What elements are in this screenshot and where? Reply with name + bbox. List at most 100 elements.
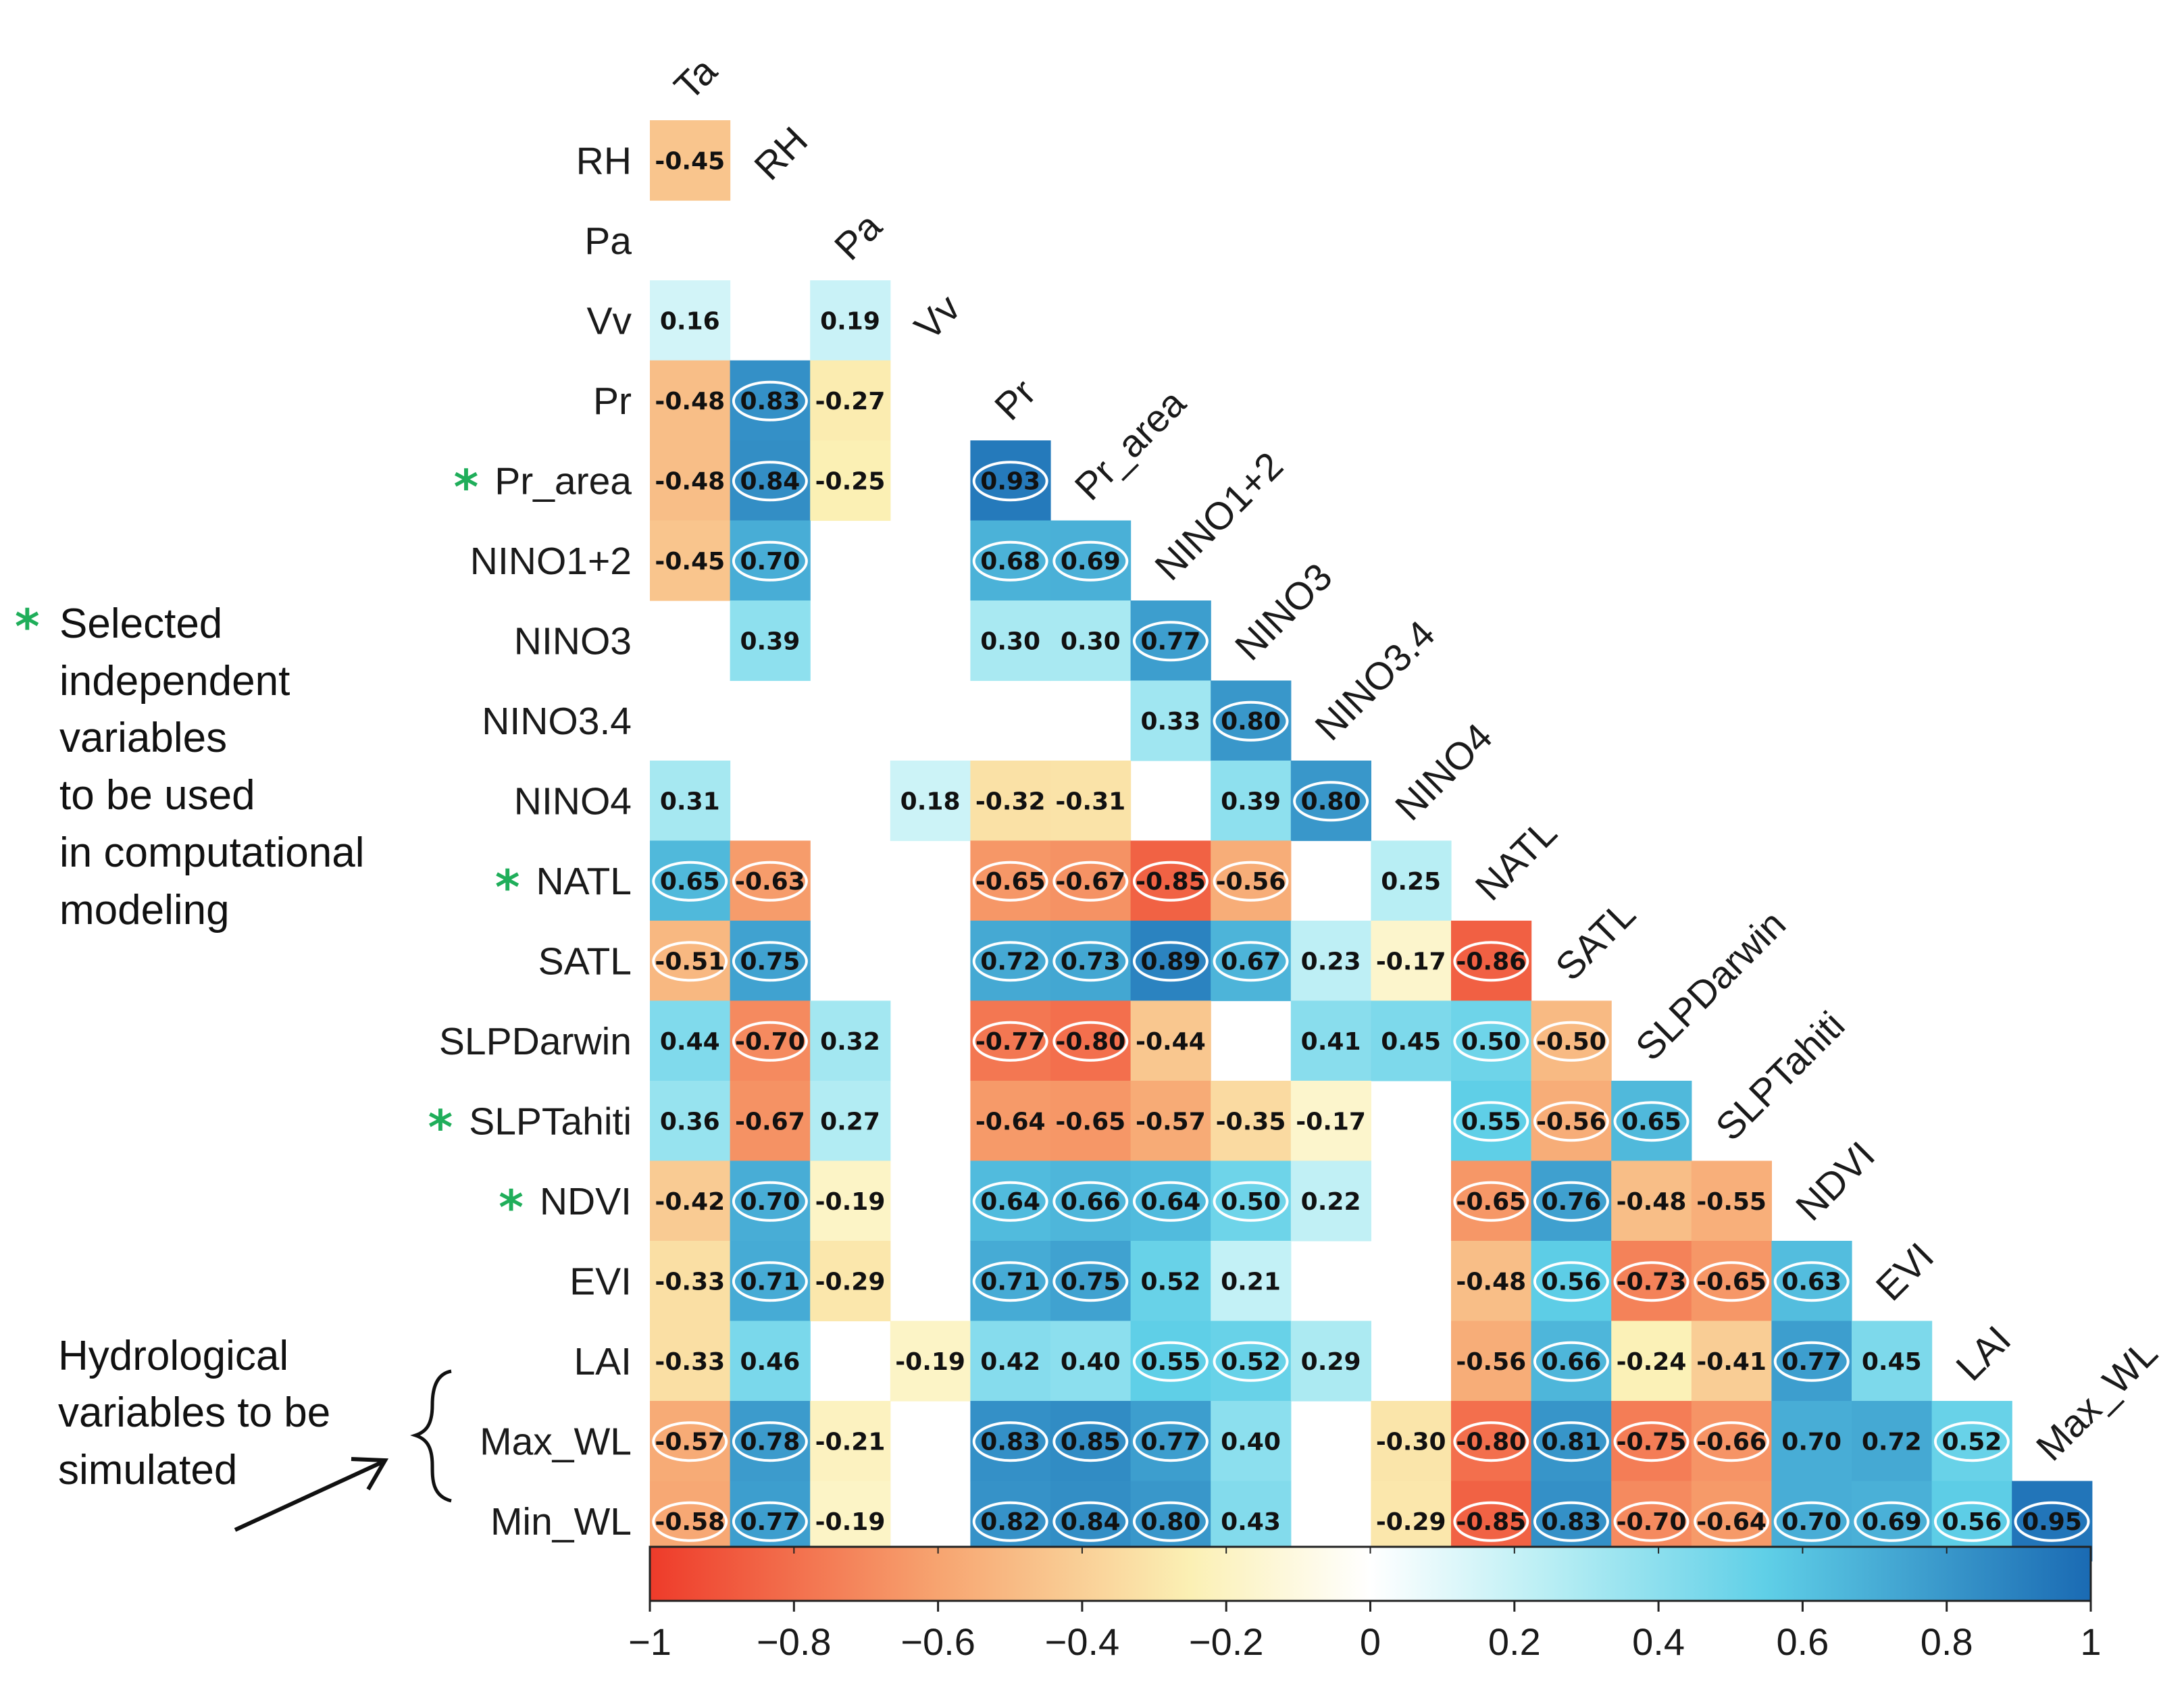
significance-ellipse: [1694, 1501, 1770, 1542]
heatmap-cell: 0.29: [1290, 1321, 1371, 1402]
significance-ellipse: [972, 1261, 1048, 1302]
cell-rect: [1451, 1321, 1532, 1402]
cell-rect: [1852, 1321, 1933, 1402]
cell-value: 0.41: [1301, 1028, 1361, 1056]
cell-value: 0.56: [1941, 1508, 2002, 1536]
heatmap-cell: -0.30: [1371, 1401, 1452, 1482]
cell-rect: [1211, 840, 1292, 921]
heatmap-cell: -0.48: [650, 360, 731, 441]
cell-value: 0.43: [1221, 1508, 1281, 1536]
cell-value: -0.70: [1617, 1508, 1687, 1536]
significance-ellipse: [972, 861, 1048, 902]
colorbar: −1 −0.8 −0.6 −0.4 −0.2 0 0.2 0.4 0.6 0.8 1: [628, 1545, 2102, 1663]
row-label: NINO3: [514, 619, 632, 663]
cell-value: 0.70: [740, 1188, 800, 1216]
row-labels: RH Pa Vv Pr Pr_area * NINO1+2 NINO3 NINO3.4 NINO4…: [428, 139, 632, 1543]
heatmap-cell: 0.68: [970, 520, 1051, 601]
selected-variable-star: *: [454, 459, 479, 515]
heatmap-cell: 0.52: [1211, 1321, 1292, 1402]
cell-value: 0.78: [740, 1428, 800, 1456]
heatmap-cell: -0.67: [1050, 840, 1132, 921]
heatmap-cell: 0.40: [1050, 1321, 1132, 1402]
significance-ellipse: [1933, 1421, 2010, 1462]
cell-rect: [970, 1321, 1051, 1402]
cell-rect: [1130, 1081, 1211, 1162]
cell-rect: [890, 1321, 971, 1402]
heatmap-cell: 0.81: [1531, 1401, 1612, 1482]
cell-value: 0.52: [1941, 1428, 2002, 1456]
cell-rect: [1290, 1081, 1371, 1162]
cell-rect: [650, 120, 731, 201]
cell-rect: [970, 1000, 1051, 1081]
cell-value: -0.45: [655, 548, 725, 575]
cell-value: 0.71: [740, 1268, 800, 1296]
hydro-arrow-head: [351, 1457, 389, 1491]
heatmap-cell: 0.30: [970, 600, 1051, 682]
cell-rect: [810, 1241, 891, 1322]
significance-ellipse: [1213, 700, 1289, 742]
cell-rect: [730, 840, 811, 921]
heatmap-cell: 0.77: [1771, 1321, 1852, 1402]
heatmap-cell: -0.24: [1611, 1321, 1692, 1402]
cell-rect: [1290, 1160, 1371, 1241]
heatmap-cell: -0.56: [1531, 1081, 1612, 1162]
significance-ellipse: [732, 1261, 808, 1302]
heatmap-cell: -0.51: [650, 921, 731, 1002]
cell-rect: [1050, 1000, 1132, 1081]
heatmap-cell: 0.84: [730, 440, 811, 521]
cell-value: 0.85: [1061, 1428, 1121, 1456]
significance-ellipse: [1453, 1421, 1529, 1462]
cell-rect: [1050, 1160, 1132, 1241]
cell-value: -0.64: [1696, 1508, 1767, 1536]
cell-rect: [1451, 1081, 1532, 1162]
heatmap-cell: 0.39: [730, 600, 811, 682]
cell-value: -0.66: [1696, 1428, 1767, 1456]
significance-ellipse: [1132, 1421, 1209, 1462]
cell-value: 0.40: [1061, 1348, 1121, 1376]
colorbar-tick-label: 0: [1360, 1620, 1381, 1663]
heatmap-cell: 0.52: [1130, 1241, 1211, 1322]
heatmap-cell: 0.21: [1211, 1241, 1292, 1322]
cell-value: 0.18: [900, 788, 961, 815]
heatmap-cell: 0.45: [1852, 1321, 1933, 1402]
heatmap-cell: 0.55: [1130, 1321, 1211, 1402]
heatmap-cell: 0.83: [970, 1401, 1051, 1482]
cell-rect: [730, 440, 811, 521]
cell-value: 0.50: [1221, 1188, 1281, 1216]
heatmap-cell: -0.21: [810, 1401, 891, 1482]
cell-value: 0.69: [1862, 1508, 1922, 1536]
cell-value: 0.80: [1140, 1508, 1200, 1536]
cell-rect: [650, 1160, 731, 1241]
cell-value: -0.65: [1696, 1268, 1767, 1296]
cell-value: 0.75: [1061, 1268, 1121, 1296]
heatmap-cell: 0.44: [650, 1000, 731, 1081]
cell-rect: [1050, 840, 1132, 921]
cell-value: 0.69: [1061, 548, 1121, 575]
legend-star-marker: *: [15, 599, 40, 655]
heatmap-cell: -0.57: [1130, 1081, 1211, 1162]
cell-value: 0.44: [660, 1028, 720, 1056]
significance-ellipse: [972, 1501, 1048, 1542]
cell-value: -0.77: [975, 1028, 1046, 1056]
cell-value: -0.55: [1696, 1188, 1767, 1216]
cell-rect: [650, 520, 731, 601]
significance-ellipse: [972, 1021, 1048, 1062]
cell-value: 0.70: [740, 548, 800, 575]
cell-value: 0.64: [1140, 1188, 1200, 1216]
heatmap-cell: 0.55: [1451, 1081, 1532, 1162]
hydro-line-2: variables to be: [58, 1389, 330, 1436]
heatmap-cell: 0.50: [1451, 1000, 1532, 1081]
cell-value: 0.55: [1461, 1108, 1521, 1135]
cell-rect: [970, 440, 1051, 521]
cell-rect: [1691, 1241, 1772, 1322]
cell-value: 0.93: [980, 467, 1040, 495]
cell-rect: [730, 520, 811, 601]
significance-ellipse: [1613, 1421, 1690, 1462]
cell-value: 0.80: [1301, 788, 1361, 815]
cell-rect: [1050, 520, 1132, 601]
column-label: RH: [746, 119, 816, 188]
heatmap-cell: 0.76: [1531, 1160, 1612, 1241]
cell-value: -0.65: [1055, 1108, 1125, 1135]
heatmap-cell: -0.45: [650, 520, 731, 601]
cell-value: -0.33: [655, 1268, 725, 1296]
